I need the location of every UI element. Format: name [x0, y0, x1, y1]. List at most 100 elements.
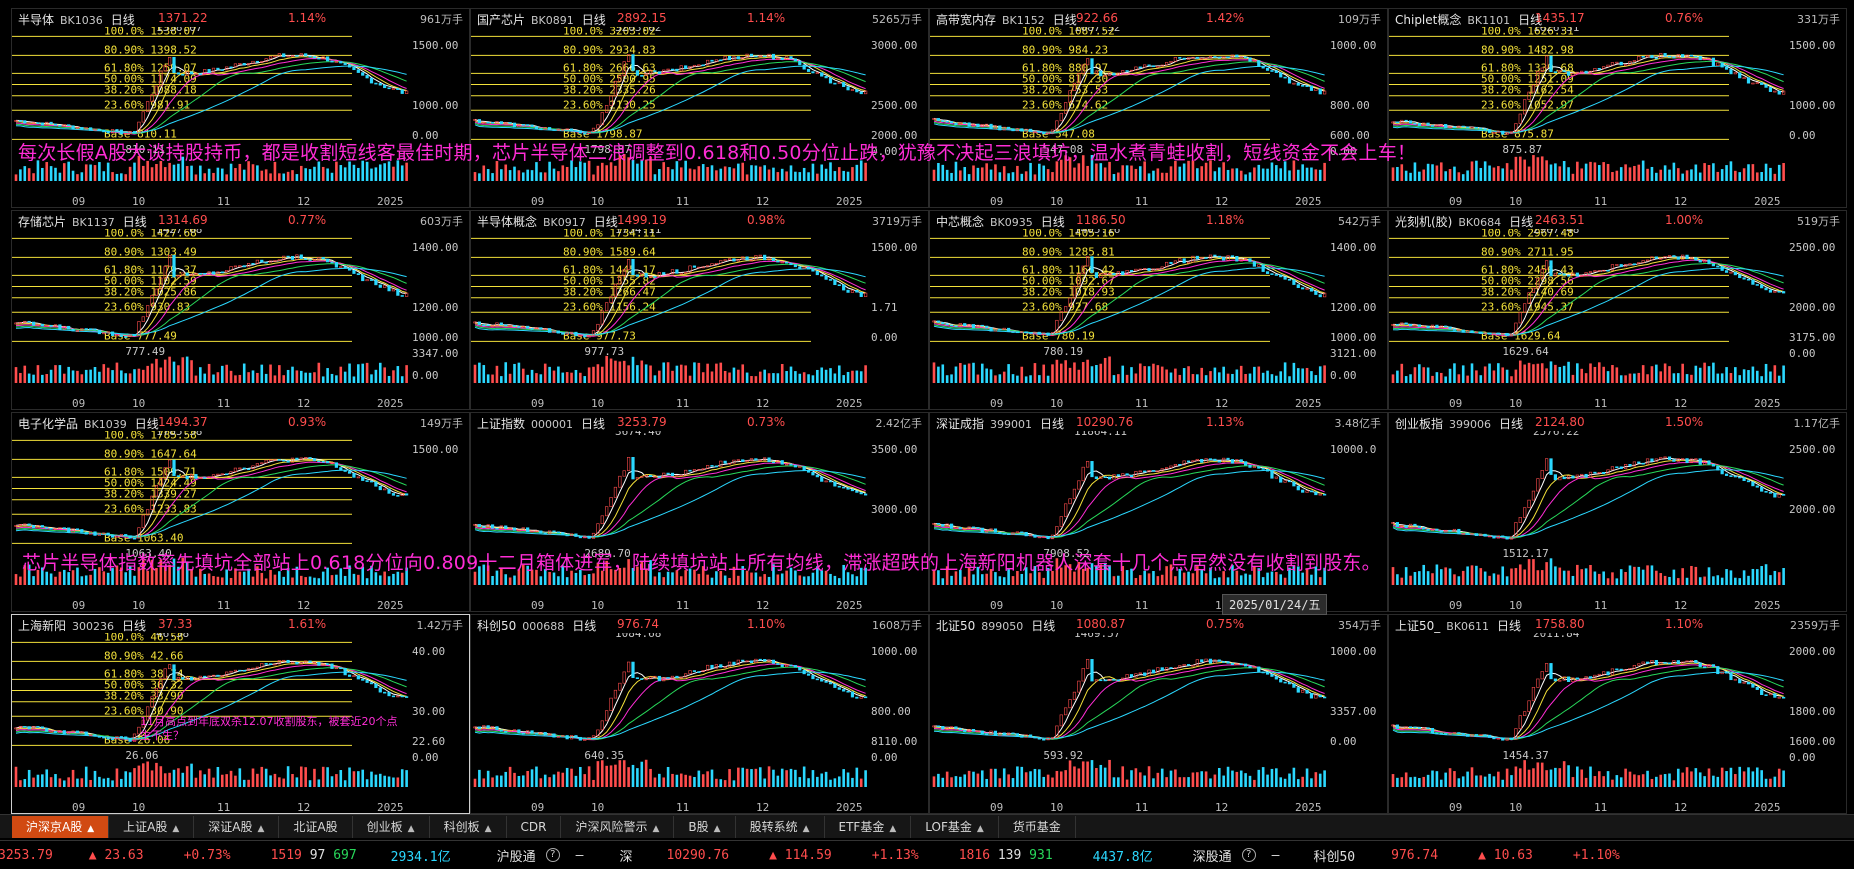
- moving-average-line: [1392, 662, 1784, 741]
- moving-average-line: [933, 59, 1325, 135]
- candlestick: [985, 325, 989, 328]
- market-tab[interactable]: 深证A股 ▲: [194, 815, 280, 838]
- caret-up-icon[interactable]: ▲: [889, 823, 897, 834]
- market-tab[interactable]: 沪深京A股 ▲: [12, 815, 110, 838]
- volume-bar: [330, 776, 334, 787]
- chart-panel[interactable]: 光刻机(胶) BK0684 日线 2463.51 1.00% 519万手 100.0% 29…: [1388, 210, 1847, 410]
- candlestick: [154, 85, 159, 95]
- chart-panel[interactable]: 半导体概念 BK0917 日线 1499.19 0.98% 3719万手 100.0% 17…: [470, 210, 929, 410]
- candlestick: [548, 127, 552, 130]
- chart-panel[interactable]: 存储芯片 BK1137 日线 1314.69 0.77% 603万手 100.0% 1427…: [11, 210, 470, 410]
- volume-bar: [785, 171, 788, 181]
- volume-bar: [1209, 371, 1212, 383]
- market-tab[interactable]: 上证A股 ▲: [109, 815, 195, 838]
- candlestick: [1624, 64, 1628, 66]
- volume-bar: [1545, 160, 1548, 181]
- volume-bar: [299, 766, 303, 787]
- market-tab[interactable]: 科创板 ▲: [430, 815, 507, 838]
- chart-panel[interactable]: 科创50 000688 日线 976.74 1.10% 1608万手 1084.68 640.…: [470, 614, 929, 814]
- chart-panel[interactable]: 上证50_ BK0611 日线 1758.80 1.10% 2359万手 2011.84 14…: [1388, 614, 1847, 814]
- candlestick: [1645, 259, 1650, 262]
- chart-panel[interactable]: 上证指数 000001 日线 3253.79 0.73% 2.42亿手 3674.40 268…: [470, 412, 929, 612]
- candlestick: [168, 459, 172, 468]
- chart-panel[interactable]: 上海新阳 300236 日线 37.33 1.61% 1.42万手 100.0% 46.58…: [11, 614, 470, 814]
- market-tab[interactable]: ETF基金 ▲: [825, 815, 912, 838]
- market-tab[interactable]: CDR: [507, 815, 562, 838]
- kline-chart[interactable]: 2011.841454.372000.001800.001600.000.000…: [1389, 633, 1847, 814]
- chart-panel[interactable]: 电子化学品 BK1039 日线 1494.37 0.93% 149万手 100.0% 178…: [11, 412, 470, 612]
- volume-bar: [1773, 776, 1777, 787]
- volume-bar: [521, 172, 525, 181]
- fib-level-label: 38.20% 33.90: [104, 690, 183, 703]
- candlestick: [1265, 469, 1270, 472]
- market-tab[interactable]: 货币基金: [999, 815, 1076, 838]
- market-tab[interactable]: 创业板 ▲: [353, 815, 430, 838]
- volume-bar: [754, 572, 758, 585]
- chart-panel[interactable]: Chiplet概念 BK1101 日线 1435.17 0.76% 331万手 100.0%…: [1388, 8, 1847, 208]
- market-tab[interactable]: 北证A股: [279, 815, 353, 838]
- caret-up-icon[interactable]: ▲: [652, 823, 660, 834]
- caret-up-icon[interactable]: ▲: [87, 823, 95, 834]
- caret-up-icon[interactable]: ▲: [484, 823, 492, 834]
- volume-bar: [317, 362, 321, 383]
- fib-level-label: Base 977.73: [563, 329, 636, 342]
- chart-panel[interactable]: 创业板指 399006 日线 2124.80 1.50% 1.17亿手 2576.22 151…: [1388, 412, 1847, 612]
- candlestick: [477, 726, 481, 729]
- candlestick: [163, 668, 167, 679]
- volume-bar: [837, 167, 841, 181]
- moving-average-line: [1392, 469, 1784, 538]
- sgt-label[interactable]: 深股通: [1192, 849, 1232, 865]
- volume-bar: [842, 170, 845, 181]
- chart-panel[interactable]: 深证成指 399001 日线 10290.76 1.13% 3.48亿手 11864.11 7…: [929, 412, 1388, 612]
- candlestick: [776, 57, 780, 60]
- chart-panel[interactable]: 中芯概念 BK0935 日线 1186.50 1.18% 542万手 100.0% 1405…: [929, 210, 1388, 410]
- candlestick: [1676, 458, 1680, 462]
- volume-bar: [1597, 362, 1601, 383]
- candlestick: [264, 459, 268, 464]
- volume-bar: [1121, 766, 1125, 787]
- volume-bar: [864, 770, 867, 787]
- volume-bar: [1593, 571, 1597, 585]
- volume-bar: [1523, 364, 1526, 383]
- candlestick: [662, 272, 666, 275]
- candlestick: [859, 492, 863, 495]
- hgt-label[interactable]: 沪股通: [496, 849, 536, 865]
- chart-panel[interactable]: 国产芯片 BK0891 日线 2892.15 1.14% 5265万手 100.0% 320…: [470, 8, 929, 208]
- volume-bar: [1222, 571, 1225, 585]
- candlestick: [1125, 674, 1129, 679]
- chart-panel[interactable]: 北证50 899050 日线 1080.87 0.75% 354万手 1469.57 593.…: [929, 614, 1388, 814]
- market-tab[interactable]: LOF基金 ▲: [911, 815, 999, 838]
- caret-up-icon[interactable]: ▲: [802, 823, 810, 834]
- candlestick: [723, 666, 727, 669]
- caret-up-icon[interactable]: ▲: [172, 823, 180, 834]
- market-tab[interactable]: 股转系统 ▲: [736, 815, 825, 838]
- market-tab[interactable]: 沪深风险警示 ▲: [561, 815, 675, 838]
- hgt-help-icon[interactable]: ?: [545, 848, 560, 862]
- volume-bar: [530, 170, 534, 181]
- market-tab[interactable]: B股 ▲: [674, 815, 736, 838]
- chart-panel[interactable]: 半导体 BK1036 日线 1371.22 1.14% 961万手 100.0% 1538.…: [11, 8, 470, 208]
- candlestick: [1204, 257, 1208, 259]
- caret-up-icon[interactable]: ▲: [713, 823, 721, 834]
- volume-bar: [741, 364, 745, 383]
- sgt-help-icon[interactable]: ?: [1241, 848, 1256, 862]
- chart-panel[interactable]: 高带宽内存 BK1152 日线 922.66 1.42% 109万手 100.0% 1087…: [929, 8, 1388, 208]
- caret-up-icon[interactable]: ▲: [257, 823, 265, 834]
- caret-up-icon[interactable]: ▲: [407, 823, 415, 834]
- caret-up-icon[interactable]: ▲: [976, 823, 984, 834]
